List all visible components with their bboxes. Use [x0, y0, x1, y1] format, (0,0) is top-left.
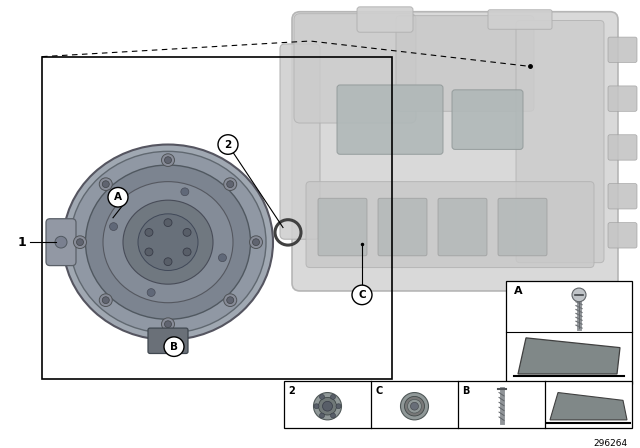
FancyBboxPatch shape [357, 7, 413, 32]
Circle shape [401, 392, 429, 420]
FancyBboxPatch shape [488, 10, 552, 29]
Circle shape [319, 395, 324, 399]
FancyBboxPatch shape [337, 85, 443, 154]
FancyBboxPatch shape [608, 184, 637, 209]
Circle shape [102, 297, 109, 304]
Ellipse shape [63, 145, 273, 340]
FancyBboxPatch shape [608, 223, 637, 248]
Circle shape [164, 219, 172, 227]
Circle shape [183, 248, 191, 256]
FancyBboxPatch shape [46, 219, 76, 266]
FancyBboxPatch shape [318, 198, 367, 256]
Circle shape [108, 187, 128, 207]
Circle shape [253, 239, 259, 246]
Circle shape [224, 294, 237, 306]
Circle shape [164, 157, 172, 164]
Text: 1: 1 [18, 236, 26, 249]
Circle shape [145, 228, 153, 236]
Ellipse shape [123, 200, 213, 284]
Circle shape [218, 135, 238, 154]
FancyBboxPatch shape [608, 135, 637, 160]
Circle shape [99, 178, 112, 190]
Circle shape [319, 397, 337, 415]
Circle shape [77, 239, 83, 246]
Circle shape [218, 254, 227, 262]
Circle shape [161, 318, 175, 331]
FancyBboxPatch shape [608, 86, 637, 111]
Text: 2: 2 [288, 386, 295, 396]
FancyBboxPatch shape [452, 90, 523, 149]
Ellipse shape [70, 151, 266, 333]
Text: A: A [514, 286, 522, 296]
Circle shape [336, 404, 341, 409]
Ellipse shape [103, 181, 233, 303]
Ellipse shape [86, 165, 250, 319]
FancyBboxPatch shape [294, 14, 416, 123]
Circle shape [330, 413, 335, 418]
Circle shape [181, 188, 189, 196]
Circle shape [572, 288, 586, 302]
Circle shape [164, 258, 172, 266]
Circle shape [250, 236, 262, 249]
Circle shape [164, 321, 172, 327]
Circle shape [352, 285, 372, 305]
Circle shape [74, 236, 86, 249]
Circle shape [227, 297, 234, 304]
Circle shape [147, 289, 155, 297]
FancyBboxPatch shape [438, 198, 487, 256]
Circle shape [314, 392, 342, 420]
Polygon shape [550, 392, 627, 420]
Text: B: B [462, 386, 469, 396]
Circle shape [330, 395, 335, 399]
Circle shape [145, 248, 153, 256]
FancyBboxPatch shape [396, 16, 534, 111]
Circle shape [161, 154, 175, 167]
Circle shape [224, 178, 237, 190]
Circle shape [55, 236, 67, 248]
FancyBboxPatch shape [292, 12, 618, 291]
Text: A: A [114, 192, 122, 202]
FancyBboxPatch shape [280, 44, 320, 239]
Bar [42, 56, 392, 379]
FancyBboxPatch shape [306, 181, 594, 267]
FancyBboxPatch shape [148, 328, 188, 353]
Circle shape [102, 181, 109, 188]
Text: B: B [170, 342, 178, 352]
Circle shape [410, 402, 419, 410]
Circle shape [319, 413, 324, 418]
Text: C: C [358, 290, 366, 300]
FancyBboxPatch shape [498, 198, 547, 256]
Circle shape [314, 404, 319, 409]
Bar [284, 381, 632, 428]
Circle shape [323, 401, 333, 411]
Circle shape [99, 294, 112, 306]
FancyBboxPatch shape [516, 21, 604, 263]
Polygon shape [518, 338, 620, 374]
Circle shape [109, 223, 118, 230]
Circle shape [164, 337, 184, 357]
Bar [506, 281, 632, 384]
Text: 2: 2 [225, 139, 232, 150]
Circle shape [408, 399, 422, 413]
Circle shape [183, 228, 191, 236]
Circle shape [227, 181, 234, 188]
FancyBboxPatch shape [608, 37, 637, 62]
Text: C: C [375, 386, 382, 396]
FancyBboxPatch shape [378, 198, 427, 256]
Ellipse shape [138, 214, 198, 271]
Text: 296264: 296264 [593, 439, 627, 448]
Circle shape [404, 396, 424, 416]
